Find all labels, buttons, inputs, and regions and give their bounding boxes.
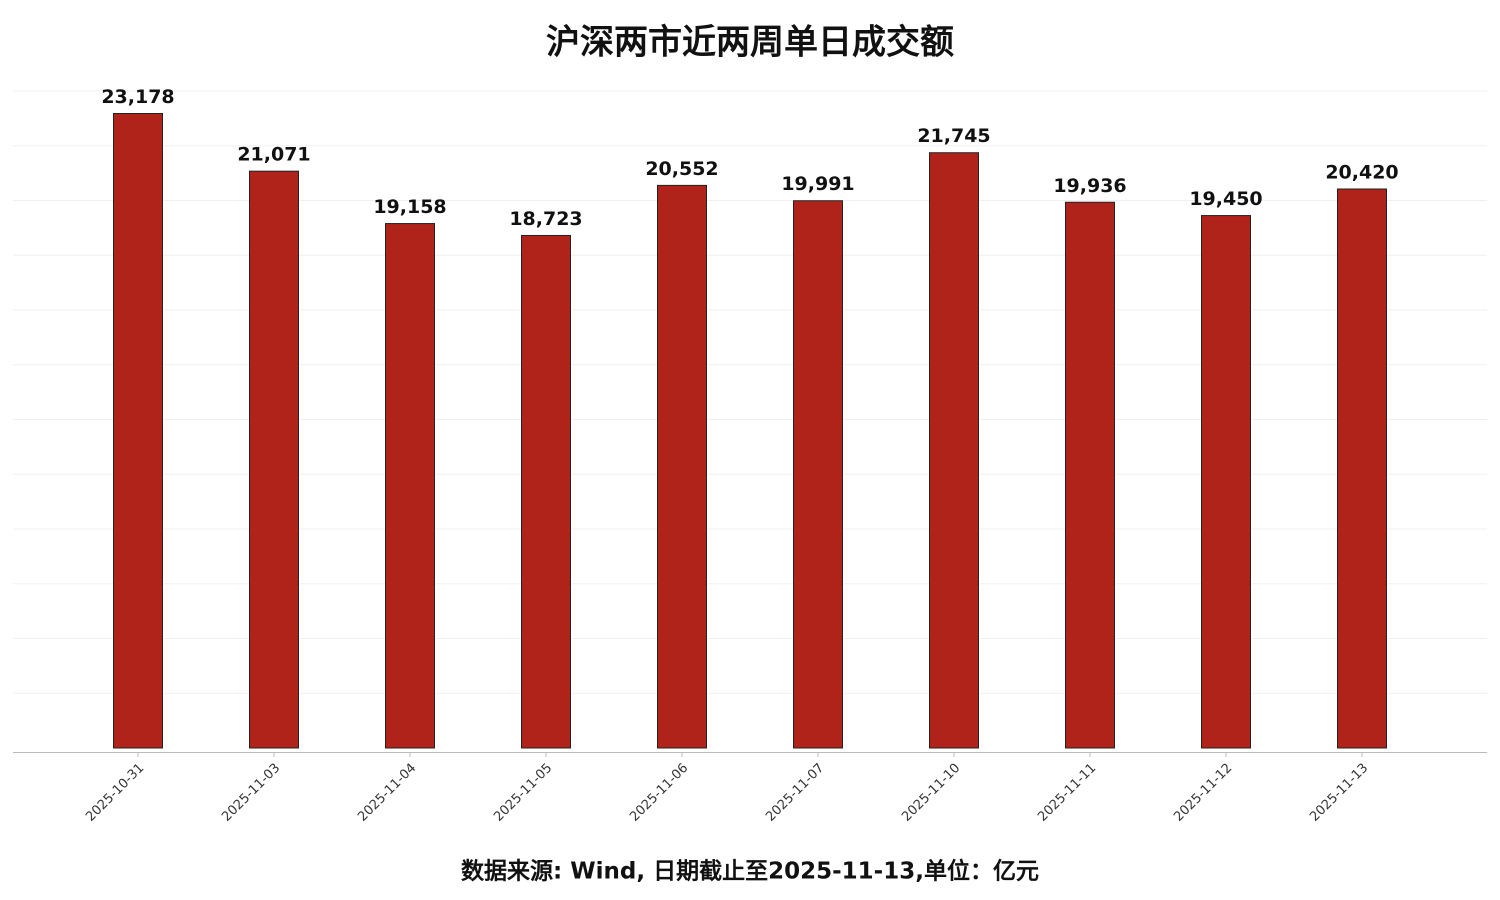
value-label: 19,991	[781, 173, 854, 195]
x-tick-label: 2025-11-12	[1171, 761, 1235, 825]
bar	[521, 234, 571, 749]
x-tick-label: 2025-11-13	[1307, 761, 1371, 825]
bar	[385, 223, 435, 749]
bar	[1337, 188, 1387, 749]
bar	[1065, 201, 1115, 749]
value-label: 19,158	[373, 196, 446, 218]
footnote: 数据来源: Wind, 日期截止至2025-11-13,单位：亿元	[461, 858, 1039, 885]
value-label: 19,936	[1053, 175, 1126, 197]
x-tick-label: 2025-11-07	[763, 761, 827, 825]
value-label: 21,071	[237, 144, 310, 166]
x-tick-label: 2025-11-11	[1035, 761, 1099, 825]
value-label: 20,420	[1325, 162, 1398, 184]
x-tick-label: 2025-11-05	[491, 761, 555, 825]
bar	[793, 200, 843, 749]
x-tick-label: 2025-11-06	[627, 761, 691, 825]
x-tick-label: 2025-11-04	[355, 761, 419, 825]
bar	[113, 113, 163, 749]
value-label: 20,552	[645, 158, 718, 180]
value-label: 21,745	[917, 125, 990, 147]
x-tick-label: 2025-11-10	[899, 761, 963, 825]
bar	[929, 152, 979, 749]
value-label: 23,178	[101, 86, 174, 108]
bar	[249, 170, 299, 749]
value-label: 19,450	[1189, 188, 1262, 210]
chart-title: 沪深两市近两周单日成交额	[546, 23, 954, 63]
bar	[1201, 215, 1251, 749]
x-tick-label: 2025-10-31	[83, 761, 147, 825]
x-tick-label: 2025-11-03	[219, 761, 283, 825]
value-label: 18,723	[509, 208, 582, 230]
bar	[657, 184, 707, 749]
